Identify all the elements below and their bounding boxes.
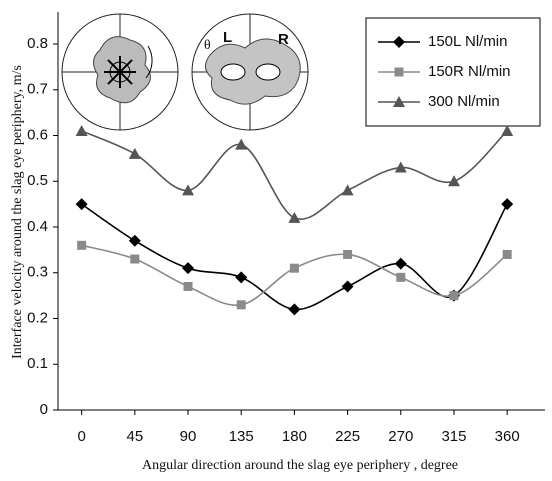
y-tick-label: 0.3 xyxy=(27,264,48,281)
marker xyxy=(235,271,248,284)
x-tick-label: 90 xyxy=(180,428,197,445)
marker xyxy=(394,257,407,270)
marker xyxy=(128,234,141,247)
marker xyxy=(236,300,246,310)
marker xyxy=(288,303,301,316)
marker xyxy=(447,175,460,187)
y-tick-label: 0.2 xyxy=(27,309,48,326)
x-tick-label: 225 xyxy=(335,428,360,445)
y-tick-label: 0.5 xyxy=(27,172,48,189)
marker xyxy=(75,198,88,211)
y-tick-label: 0 xyxy=(40,401,48,418)
x-tick-label: 315 xyxy=(441,428,466,445)
marker xyxy=(341,280,354,293)
marker xyxy=(128,147,141,159)
inset-label: θ xyxy=(204,38,211,53)
marker xyxy=(501,198,514,211)
marker xyxy=(502,249,512,259)
x-tick-label: 270 xyxy=(388,428,413,445)
y-tick-label: 0.7 xyxy=(27,81,48,98)
marker xyxy=(341,184,354,196)
y-tick-label: 0.4 xyxy=(27,218,48,235)
marker xyxy=(75,124,88,136)
legend-label: 150L Nl/min xyxy=(428,33,507,50)
marker xyxy=(396,272,406,282)
marker xyxy=(501,124,514,136)
marker xyxy=(77,240,87,250)
legend-marker xyxy=(394,67,404,77)
x-tick-label: 180 xyxy=(282,428,307,445)
y-tick-label: 0.8 xyxy=(27,35,48,52)
y-axis-title: Interface velocity around the slag eye p… xyxy=(10,65,25,359)
legend-box xyxy=(365,17,541,127)
marker xyxy=(343,249,353,259)
x-tick-label: 135 xyxy=(229,428,254,445)
marker xyxy=(182,184,195,196)
legend-marker xyxy=(393,36,405,48)
marker xyxy=(449,291,459,301)
marker xyxy=(235,138,248,150)
inset-label: L xyxy=(223,29,232,46)
marker xyxy=(130,254,140,264)
legend-label: 150R Nl/min xyxy=(428,63,511,80)
marker xyxy=(182,262,195,275)
series-line xyxy=(81,130,508,220)
x-tick-label: 360 xyxy=(495,428,520,445)
marker xyxy=(289,263,299,273)
legend-marker xyxy=(393,96,405,107)
inset-label: R xyxy=(278,31,289,48)
marker xyxy=(183,281,193,291)
inset-images xyxy=(61,13,309,131)
marker xyxy=(394,161,407,173)
y-tick-label: 0.1 xyxy=(27,355,48,372)
x-tick-label: 0 xyxy=(77,428,85,445)
legend-label: 300 Nl/min xyxy=(428,93,500,110)
y-tick-label: 0.6 xyxy=(27,126,48,143)
x-axis-title: Angular direction around the slag eye pe… xyxy=(142,458,458,473)
x-tick-label: 45 xyxy=(126,428,143,445)
series-line xyxy=(81,244,508,306)
marker xyxy=(288,211,301,223)
